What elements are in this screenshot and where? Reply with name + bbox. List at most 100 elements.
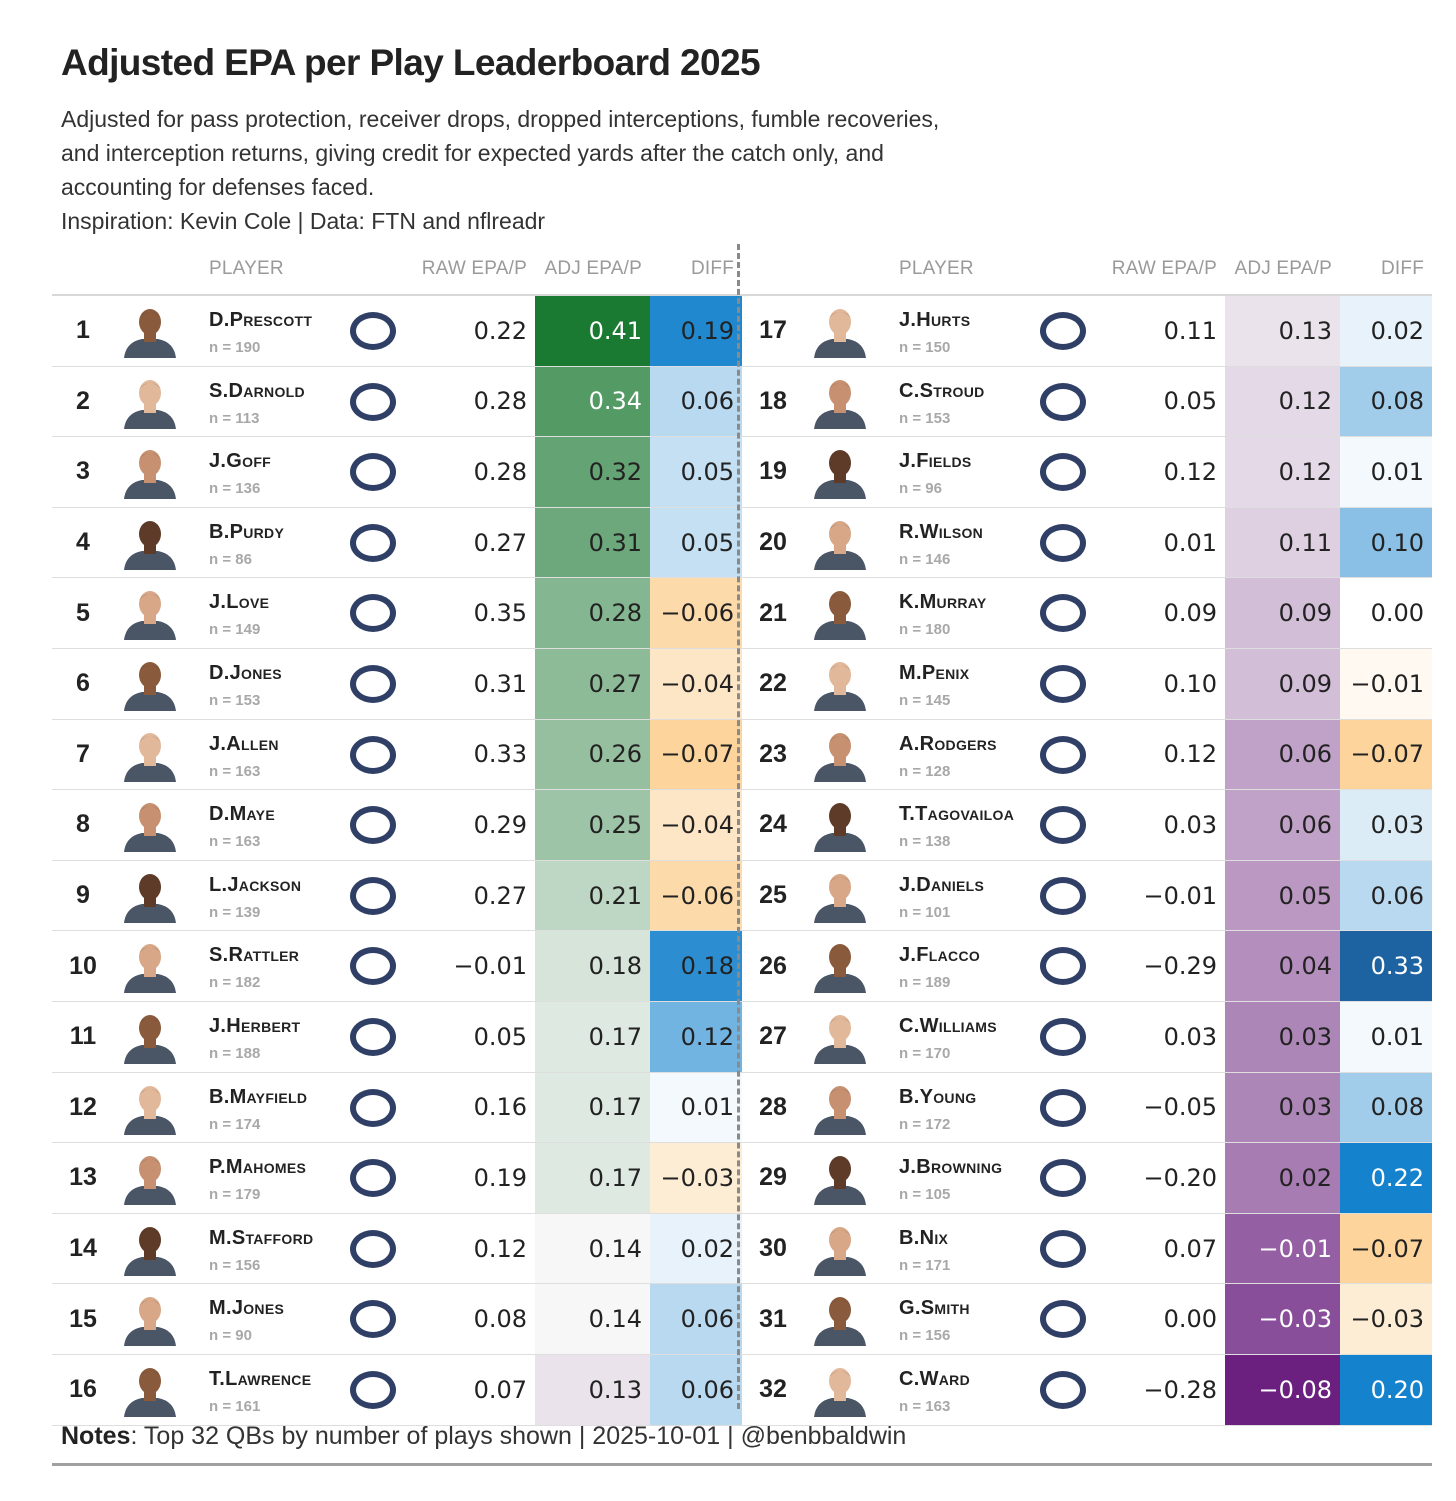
adj-epa-cell: 0.26 [535, 719, 650, 790]
player-name: B.Nix [899, 1226, 949, 1249]
table-row: 23 A.Rodgers n = 128 0.12 0.06 −0.07 [742, 719, 1432, 791]
player-name: B.Mayfield [209, 1085, 308, 1108]
diff-cell: −0.07 [650, 719, 742, 790]
adj-epa-cell: 0.13 [1225, 296, 1340, 366]
player-play-count: n = 156 [899, 1327, 951, 1345]
adj-epa-cell: 0.32 [535, 437, 650, 507]
table-row: 11 J.Herbert n = 188 0.05 0.17 0.12 [52, 1001, 742, 1073]
rank-cell: 1 [76, 316, 90, 345]
team-logo-icon [346, 1294, 400, 1344]
rank-cell: 15 [69, 1304, 97, 1333]
raw-epa-cell: 0.29 [473, 810, 527, 839]
adj-epa-cell: −0.03 [1225, 1284, 1340, 1354]
player-play-count: n = 86 [209, 550, 252, 568]
table-row: 3 J.Goff n = 136 0.28 0.32 0.05 [52, 437, 742, 508]
player-play-count: n = 188 [209, 1044, 261, 1062]
team-logo-icon [1036, 1083, 1090, 1133]
table-row: 14 M.Stafford n = 156 0.12 0.14 0.02 [52, 1213, 742, 1285]
player-play-count: n = 189 [899, 974, 951, 992]
player-play-count: n = 150 [899, 339, 951, 356]
rank-cell: 14 [69, 1234, 97, 1263]
adj-epa-cell: 0.28 [535, 578, 650, 648]
rank-cell: 28 [759, 1092, 787, 1121]
team-logo-icon [1036, 941, 1090, 991]
diff-cell: 0.02 [650, 1213, 742, 1284]
adj-epa-cell: 0.02 [1225, 1143, 1340, 1213]
raw-epa-cell: −0.29 [1143, 952, 1217, 981]
diff-cell: 0.05 [650, 437, 742, 507]
player-name: A.Rodgers [899, 732, 997, 755]
raw-epa-cell: 0.00 [1163, 1305, 1217, 1334]
player-headshot [120, 1151, 180, 1206]
team-logo-icon [346, 1153, 400, 1203]
rank-cell: 6 [76, 669, 90, 698]
player-headshot [810, 1363, 870, 1417]
player-name: S.Darnold [209, 379, 305, 402]
adj-epa-cell: 0.25 [535, 790, 650, 860]
player-play-count: n = 170 [899, 1044, 951, 1062]
rank-cell: 30 [759, 1234, 787, 1263]
raw-epa-cell: 0.05 [473, 1022, 527, 1051]
adj-epa-cell: 0.09 [1225, 648, 1340, 719]
diff-cell: 0.01 [1340, 437, 1432, 507]
player-name: B.Purdy [209, 520, 285, 543]
raw-epa-cell: 0.19 [473, 1163, 527, 1192]
raw-epa-cell: 0.08 [473, 1305, 527, 1334]
player-play-count: n = 163 [209, 833, 261, 851]
team-logo-icon [1036, 1012, 1090, 1062]
adj-epa-cell: 0.17 [535, 1001, 650, 1072]
player-play-count: n = 145 [899, 691, 951, 709]
rank-cell: 27 [759, 1022, 787, 1051]
team-logo-icon [346, 1365, 400, 1415]
player-name: T.Tagovailoa [899, 803, 1015, 826]
raw-epa-cell: 0.27 [473, 881, 527, 910]
player-headshot [810, 375, 870, 429]
team-logo-icon [346, 588, 400, 638]
rank-cell: 2 [76, 386, 90, 415]
adj-epa-cell: 0.18 [535, 931, 650, 1001]
player-play-count: n = 146 [899, 550, 951, 568]
header-player: PLAYER [209, 258, 284, 279]
adj-epa-cell: 0.04 [1225, 931, 1340, 1001]
raw-epa-cell: −0.01 [453, 952, 527, 981]
player-headshot [120, 657, 180, 711]
player-headshot [120, 304, 180, 358]
player-name: C.Ward [899, 1367, 971, 1390]
raw-epa-cell: 0.16 [473, 1093, 527, 1122]
player-name: G.Smith [899, 1297, 970, 1320]
rank-cell: 4 [76, 528, 90, 557]
rank-cell: 3 [76, 457, 90, 486]
team-logo-icon [1036, 1224, 1090, 1274]
header-diff: DIFF [1380, 258, 1424, 279]
rank-cell: 26 [759, 951, 787, 980]
rank-cell: 5 [76, 598, 90, 627]
diff-cell: 0.06 [650, 366, 742, 437]
raw-epa-cell: 0.11 [1163, 316, 1217, 345]
diff-cell: −0.03 [650, 1143, 742, 1213]
table-row: 2 S.Darnold n = 113 0.28 0.34 0.06 [52, 366, 742, 438]
diff-cell: −0.07 [1340, 719, 1432, 790]
leaderboard-left-table: PLAYER RAW EPA/P ADJ EPA/P DIFF 1 D.Prescott n… [52, 252, 742, 1426]
rank-cell: 17 [759, 316, 787, 345]
team-logo-icon [346, 800, 400, 850]
raw-epa-cell: 0.07 [1163, 1234, 1217, 1263]
raw-epa-cell: −0.28 [1143, 1375, 1217, 1404]
adj-epa-cell: 0.11 [1225, 507, 1340, 578]
rank-cell: 20 [759, 528, 787, 557]
team-logo-icon [346, 447, 400, 497]
player-headshot [120, 1010, 180, 1064]
notes-label: Notes [61, 1422, 131, 1450]
raw-epa-cell: 0.12 [1163, 740, 1217, 769]
player-headshot [120, 869, 180, 923]
adj-epa-cell: 0.03 [1225, 1072, 1340, 1143]
diff-cell: 0.00 [1340, 578, 1432, 648]
team-logo-icon [346, 871, 400, 921]
adj-epa-cell: 0.14 [535, 1284, 650, 1354]
adj-epa-cell: −0.01 [1225, 1213, 1340, 1284]
team-logo-icon [1036, 871, 1090, 921]
rank-cell: 32 [759, 1375, 787, 1404]
raw-epa-cell: −0.20 [1143, 1163, 1217, 1192]
raw-epa-cell: −0.05 [1143, 1093, 1217, 1122]
player-headshot [810, 657, 870, 711]
player-play-count: n = 139 [209, 903, 261, 921]
